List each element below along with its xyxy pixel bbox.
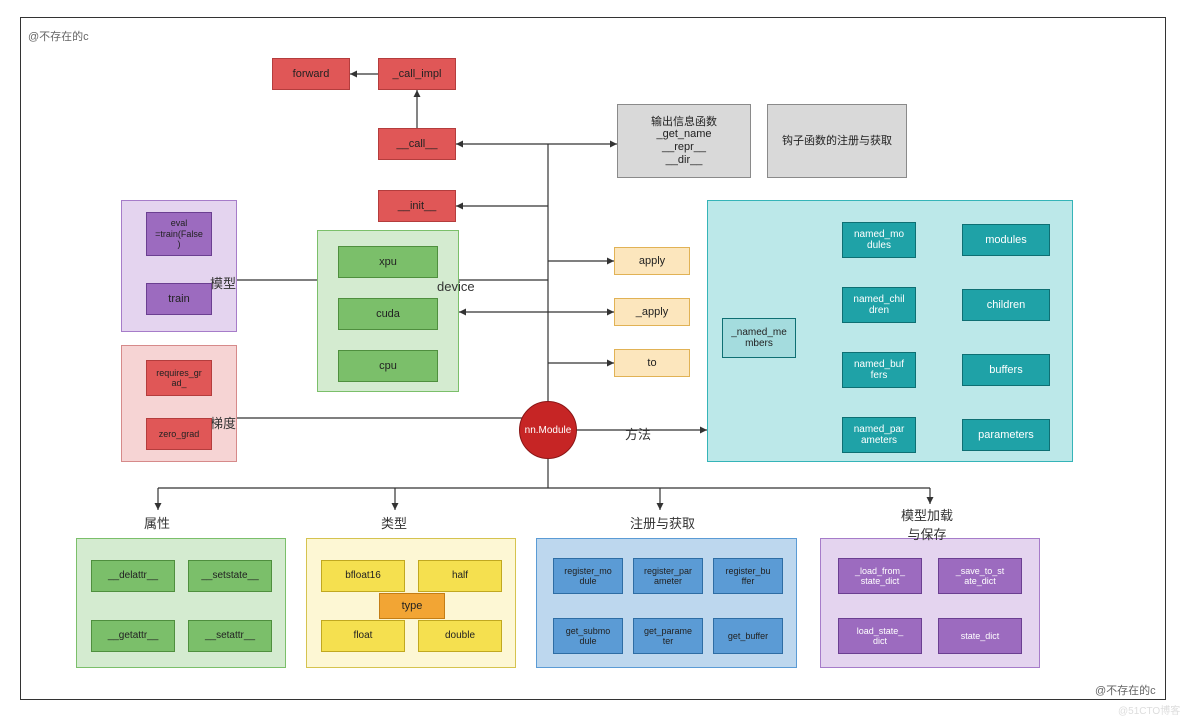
node-to: to (614, 349, 690, 377)
node-cpu: cpu (338, 350, 438, 382)
node-info-funcs: 输出信息函数 _get_name __repr__ __dir__ (617, 104, 751, 178)
node-modules: modules (962, 224, 1050, 256)
node-nn-module: nn.Module (519, 401, 577, 459)
node-setattr: __setattr__ (188, 620, 272, 652)
node-xpu: xpu (338, 246, 438, 278)
label-model: 模型 (210, 273, 236, 292)
node-cuda: cuda (338, 298, 438, 330)
node-apply: apply (614, 247, 690, 275)
label-reg: 注册与获取 (630, 513, 695, 532)
label-type: 类型 (381, 513, 407, 532)
label-device: device (437, 279, 475, 294)
node-getattr: __getattr__ (91, 620, 175, 652)
node-buffers: buffers (962, 354, 1050, 386)
node-type-node: type (379, 593, 445, 619)
label-load: 模型加载 与保存 (901, 505, 953, 543)
node-forward: forward (272, 58, 350, 90)
node-parameters: parameters (962, 419, 1050, 451)
node-state-dict: state_dict (938, 618, 1022, 654)
node-get-submod: get_submo dule (553, 618, 623, 654)
node-children: children (962, 289, 1050, 321)
node-named-parameters: named_par ameters (842, 417, 916, 453)
watermark-top-left: @不存在的c (28, 28, 89, 44)
node-bfloat16: bfloat16 (321, 560, 405, 592)
node-get-buffer: get_buffer (713, 618, 783, 654)
node-named-members: _named_me mbers (722, 318, 796, 358)
node-call: __call__ (378, 128, 456, 160)
node-float: float (321, 620, 405, 652)
node-named-modules: named_mo dules (842, 222, 916, 258)
node-call-impl: _call_impl (378, 58, 456, 90)
node-setstate: __setstate__ (188, 560, 272, 592)
node-apply-priv: _apply (614, 298, 690, 326)
node-requires-grad: requires_gr ad_ (146, 360, 212, 396)
watermark-faint: @51CTO博客 (1118, 702, 1180, 717)
node-zero-grad: zero_grad (146, 418, 212, 450)
watermark-bottom-right: @不存在的c (1095, 682, 1156, 698)
node-hooks: 钩子函数的注册与获取 (767, 104, 907, 178)
node-reg-module: register_mo dule (553, 558, 623, 594)
label-attr: 属性 (144, 513, 170, 532)
node-load-from-sd: _load_from_ state_dict (838, 558, 922, 594)
node-get-param: get_parame ter (633, 618, 703, 654)
node-delattr: __delattr__ (91, 560, 175, 592)
label-grad: 梯度 (210, 413, 236, 432)
node-reg-buffer: register_bu ffer (713, 558, 783, 594)
node-reg-param: register_par ameter (633, 558, 703, 594)
node-train: train (146, 283, 212, 315)
node-eval: eval =train(False ) (146, 212, 212, 256)
node-save-to-sd: _save_to_st ate_dict (938, 558, 1022, 594)
node-named-children: named_chil dren (842, 287, 916, 323)
node-double: double (418, 620, 502, 652)
node-half: half (418, 560, 502, 592)
label-method: 方法 (625, 424, 651, 443)
node-init: __init__ (378, 190, 456, 222)
node-load-sd: load_state_ dict (838, 618, 922, 654)
node-named-buffers: named_buf fers (842, 352, 916, 388)
diagram-canvas: @不存在的c @不存在的c @51CTO博客 模型梯度 device 方法属性 类型 注册与获… (0, 0, 1184, 717)
